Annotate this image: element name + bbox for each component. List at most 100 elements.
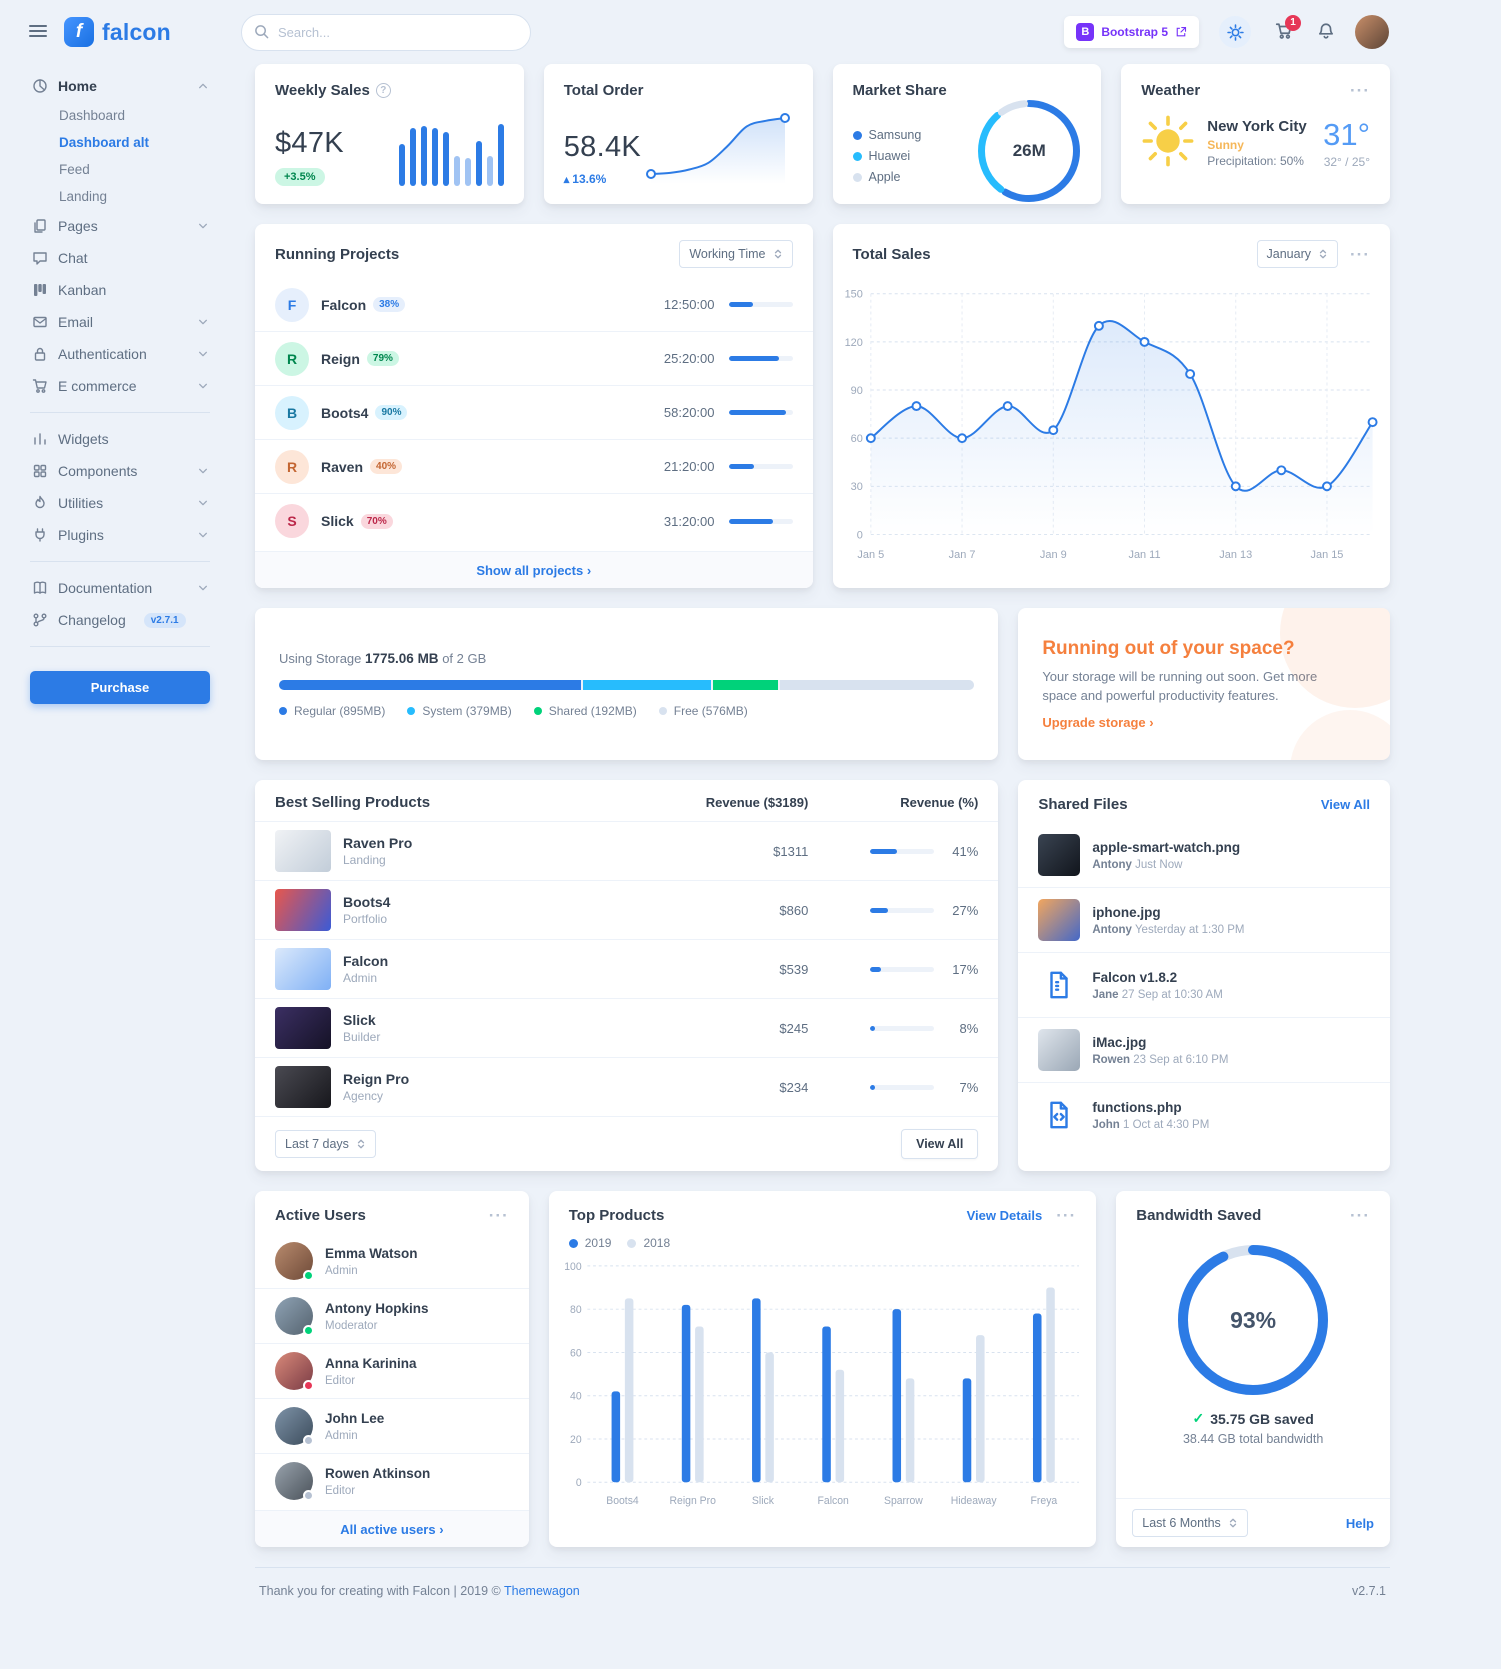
sidebar-item-authentication[interactable]: Authentication xyxy=(30,338,210,370)
svg-text:Freya: Freya xyxy=(1030,1495,1057,1507)
product-name-link[interactable]: Boots4 xyxy=(343,894,391,910)
revenue-progress-bar xyxy=(870,848,935,854)
product-name-link[interactable]: Raven Pro xyxy=(343,835,413,851)
cart-count-badge: 1 xyxy=(1285,14,1301,31)
cart-button[interactable]: 1 xyxy=(1271,14,1301,47)
user-name-link[interactable]: Antony Hopkins xyxy=(325,1300,429,1316)
card-title: Market Share xyxy=(852,82,947,99)
sidebar-item-email[interactable]: Email xyxy=(30,306,210,338)
sidebar-item-landing[interactable]: Landing xyxy=(57,183,210,210)
help-icon[interactable]: ? xyxy=(375,83,391,98)
sidebar-item-utilities[interactable]: Utilities xyxy=(30,487,210,519)
timeframe-select[interactable]: Last 7 days xyxy=(275,1130,376,1158)
project-name-link[interactable]: Reign xyxy=(321,350,360,367)
bootstrap5-badge-button[interactable]: B Bootstrap 5 xyxy=(1064,16,1199,48)
project-name-link[interactable]: Boots4 xyxy=(321,404,369,421)
chevron-down-icon xyxy=(199,500,207,506)
product-revenue: $860 xyxy=(779,902,809,918)
revenue-progress-bar xyxy=(870,1084,935,1090)
progress-fill xyxy=(870,1084,875,1090)
sidebar-item-label: Utilities xyxy=(58,495,104,511)
sidebar-item-components[interactable]: Components xyxy=(30,455,210,487)
legend-dot xyxy=(279,706,287,715)
user-name-link[interactable]: John Lee xyxy=(325,1410,385,1426)
sidebar-item-dashboard-alt[interactable]: Dashboard alt xyxy=(57,129,210,156)
sidebar-item-pages[interactable]: Pages xyxy=(30,210,210,242)
card-menu-button[interactable]: ··· xyxy=(1350,81,1370,100)
svg-text:90: 90 xyxy=(850,385,862,397)
falcon-logo-icon: f xyxy=(64,17,94,47)
user-name-link[interactable]: Rowen Atkinson xyxy=(325,1465,431,1481)
sidebar-item-plugins[interactable]: Plugins xyxy=(30,519,210,551)
project-progress-bar xyxy=(728,356,793,361)
sidebar-item-documentation[interactable]: Documentation xyxy=(30,572,210,604)
sidebar-item-label: Email xyxy=(58,314,94,330)
view-all-files-link[interactable]: View All xyxy=(1320,797,1370,812)
month-select[interactable]: January xyxy=(1256,240,1339,268)
file-name-link[interactable]: apple-smart-watch.png xyxy=(1092,839,1241,855)
file-name-link[interactable]: iphone.jpg xyxy=(1092,904,1161,920)
weather-card: Weather ··· New York City Sunny Precipit… xyxy=(1121,64,1390,204)
legend-item: Samsung xyxy=(852,128,921,142)
card-menu-button[interactable]: ··· xyxy=(1350,1206,1370,1225)
code-file-icon xyxy=(1038,1094,1081,1136)
project-name-link[interactable]: Raven xyxy=(321,458,364,475)
user-avatar xyxy=(275,1407,314,1446)
sidebar-item-changelog[interactable]: Changelog v2.7.1 xyxy=(30,604,210,636)
card-title: Top Products xyxy=(568,1207,665,1224)
sidebar-item-label: Kanban xyxy=(58,282,107,298)
weather-temperature: 31° xyxy=(1323,116,1370,152)
user-name-link[interactable]: Anna Karinina xyxy=(325,1355,417,1371)
product-name-link[interactable]: Slick xyxy=(343,1012,376,1028)
product-percent: 41% xyxy=(952,843,979,859)
sidebar-item-dashboard[interactable]: Dashboard xyxy=(57,102,210,129)
show-all-projects-link[interactable]: Show all projects › xyxy=(476,563,592,578)
donut-svg xyxy=(978,100,1081,202)
fire-icon xyxy=(35,495,45,509)
settings-gear-button[interactable] xyxy=(1215,12,1255,52)
brand-logo[interactable]: f falcon xyxy=(64,17,171,47)
space-warning-title: Running out of your space? xyxy=(1042,637,1295,659)
project-progress-bar xyxy=(728,410,793,415)
purchase-button[interactable]: Purchase xyxy=(30,671,210,704)
sidebar-item-kanban[interactable]: Kanban xyxy=(30,274,210,306)
user-avatar[interactable] xyxy=(1355,15,1389,49)
working-time-select[interactable]: Working Time xyxy=(679,240,793,268)
card-menu-button[interactable]: ··· xyxy=(1056,1206,1077,1225)
bandwidth-saved-card: Bandwidth Saved ··· 93% ✓ 35.75 GB saved… xyxy=(1116,1191,1390,1547)
help-link[interactable]: Help xyxy=(1345,1515,1374,1531)
hamburger-menu-button[interactable] xyxy=(22,15,54,50)
svg-text:0: 0 xyxy=(576,1477,582,1489)
sidebar-item-home[interactable]: Home xyxy=(30,70,210,102)
card-menu-button[interactable]: ··· xyxy=(488,1206,509,1225)
sidebar-item-chat[interactable]: Chat xyxy=(30,242,210,274)
sidebar-item-widgets[interactable]: Widgets xyxy=(30,423,210,455)
view-details-link[interactable]: View Details xyxy=(966,1208,1043,1223)
file-name-link[interactable]: iMac.jpg xyxy=(1092,1034,1147,1050)
legend-item: Huawei xyxy=(852,149,922,163)
user-role: Editor xyxy=(325,1374,356,1387)
file-row: Falcon v1.8.2 Jane 27 Sep at 10:30 AM xyxy=(1018,952,1390,1017)
file-thumbnail xyxy=(1038,834,1081,876)
svg-text:80: 80 xyxy=(570,1304,582,1316)
view-all-button[interactable]: View All xyxy=(901,1129,979,1159)
search-input[interactable] xyxy=(240,13,531,51)
file-name-link[interactable]: Falcon v1.8.2 xyxy=(1092,969,1178,985)
product-name-link[interactable]: Reign Pro xyxy=(343,1071,410,1087)
themewagon-link[interactable]: Themewagon xyxy=(504,1584,580,1598)
project-name-link[interactable]: Slick xyxy=(321,513,354,529)
user-name-link[interactable]: Emma Watson xyxy=(325,1245,418,1261)
sidebar-item-feed[interactable]: Feed xyxy=(57,156,210,183)
file-name-link[interactable]: functions.php xyxy=(1092,1099,1182,1115)
revenue-progress-bar xyxy=(870,966,935,972)
upgrade-storage-link[interactable]: Upgrade storage › xyxy=(1042,715,1154,731)
product-name-link[interactable]: Falcon xyxy=(343,953,389,969)
card-menu-button[interactable]: ··· xyxy=(1350,244,1370,264)
check-icon: ✓ xyxy=(1192,1410,1205,1426)
months-select[interactable]: Last 6 Months xyxy=(1132,1509,1248,1537)
project-name-link[interactable]: Falcon xyxy=(321,296,367,313)
file-row: iMac.jpg Rowen 23 Sep at 6:10 PM xyxy=(1018,1017,1390,1082)
all-active-users-link[interactable]: All active users › xyxy=(340,1522,444,1537)
notifications-bell-button[interactable] xyxy=(1313,18,1339,47)
sidebar-item-ecommerce[interactable]: E commerce xyxy=(30,370,210,402)
